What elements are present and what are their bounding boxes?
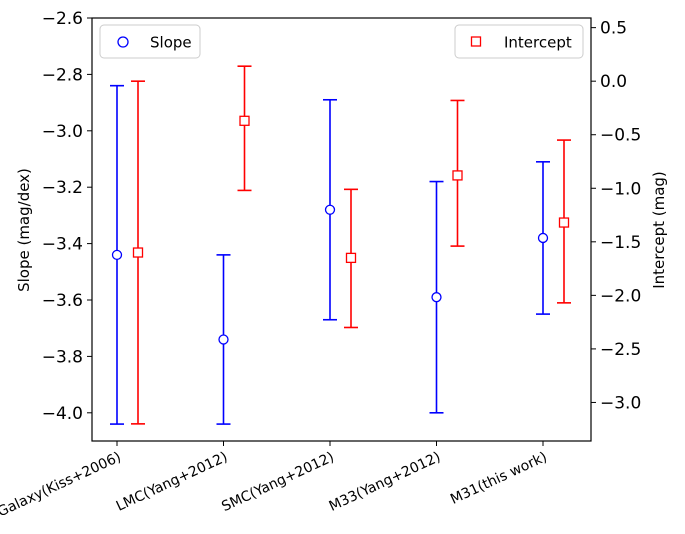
y-left-tick-label: −3.2: [42, 178, 83, 198]
y-axis-left-label: Slope (mag/dex): [15, 168, 33, 292]
y-right-tick-label: −1.5: [600, 233, 641, 253]
y-right-tick-label: −3.0: [600, 393, 641, 413]
x-tick-label: Galaxy(Kiss+2006): [0, 449, 124, 520]
intercept-point: [345, 252, 357, 264]
series-layer: [110, 65, 571, 425]
legend-slope: Slope: [99, 24, 201, 59]
legend-slope-label: Slope: [150, 34, 192, 52]
legend-intercept-label: Intercept: [504, 34, 572, 52]
y-right-tick-label: −2.5: [600, 340, 641, 360]
y-left-tick-label: −4.0: [42, 404, 83, 424]
y-right-tick-label: −0.5: [600, 126, 641, 146]
legend-intercept: Intercept: [454, 24, 584, 59]
y-left-tick-label: −3.8: [42, 347, 83, 367]
slope-point: [111, 249, 123, 261]
intercept-point: [132, 247, 144, 258]
axes-layer: −4.0 −3.8 −3.6 −3.4 −3.2 −3.0 −2.8 −2.6 −3.0 −2.5…: [0, 9, 641, 520]
y-right-tick-label: −2.0: [600, 286, 641, 306]
legend-intercept-frame: [454, 24, 584, 59]
y-right-tick-label: −1.0: [600, 179, 641, 199]
y-right-tick-label: 0.0: [600, 72, 627, 92]
slope-point: [537, 232, 549, 244]
y-right-tick-label: 0.5: [600, 19, 627, 39]
legend-layer: Slope Intercept: [99, 24, 584, 59]
legend-intercept-marker: [470, 36, 482, 47]
y-left-tick-label: −3.4: [42, 235, 83, 255]
intercept-point: [452, 170, 463, 181]
slope-point: [431, 292, 442, 303]
legend-slope-marker: [117, 36, 129, 48]
plot-frame: [91, 17, 592, 442]
x-tick-label: M33(Yang+2012): [327, 449, 444, 515]
slope-point: [324, 204, 336, 215]
y-left-tick-label: −2.6: [42, 9, 83, 29]
intercept-point: [558, 217, 570, 228]
slope-point: [218, 334, 229, 345]
legend-slope-frame: [99, 24, 201, 59]
y-left-tick-label: −3.0: [42, 122, 83, 142]
y-left-tick-label: −3.6: [42, 291, 83, 311]
x-tick-label: SMC(Yang+2012): [219, 449, 336, 515]
x-tick-label: M31(this work): [448, 449, 550, 508]
intercept-point: [239, 115, 250, 126]
y-left-tick-label: −2.8: [42, 65, 83, 85]
x-tick-label: LMC(Yang+2012): [114, 449, 230, 515]
y-axis-right-label: Intercept (mag): [650, 171, 668, 289]
